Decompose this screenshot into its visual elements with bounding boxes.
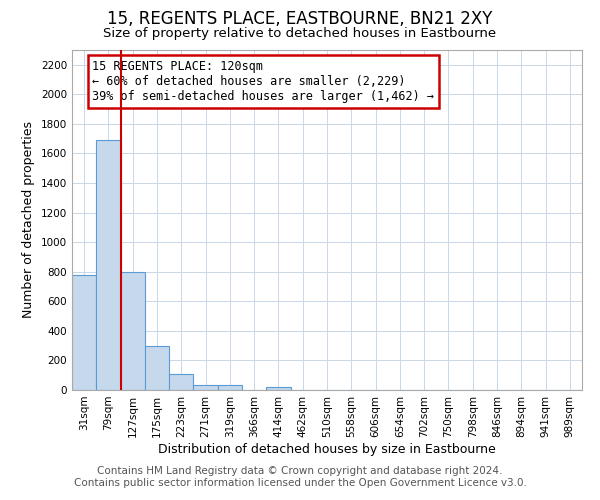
Y-axis label: Number of detached properties: Number of detached properties [22,122,35,318]
Bar [218,385,242,390]
Text: Contains HM Land Registry data © Crown copyright and database right 2024.: Contains HM Land Registry data © Crown c… [97,466,503,476]
Bar [96,140,121,390]
Text: Size of property relative to detached houses in Eastbourne: Size of property relative to detached ho… [103,28,497,40]
Text: 15 REGENTS PLACE: 120sqm
← 60% of detached houses are smaller (2,229)
39% of sem: 15 REGENTS PLACE: 120sqm ← 60% of detach… [92,60,434,103]
Text: Contains public sector information licensed under the Open Government Licence v3: Contains public sector information licen… [74,478,526,488]
Text: 15, REGENTS PLACE, EASTBOURNE, BN21 2XY: 15, REGENTS PLACE, EASTBOURNE, BN21 2XY [107,10,493,28]
Bar [266,387,290,390]
Bar [145,346,169,390]
X-axis label: Distribution of detached houses by size in Eastbourne: Distribution of detached houses by size … [158,442,496,456]
Bar [121,272,145,390]
Bar [193,385,218,390]
Bar [72,274,96,390]
Bar [169,374,193,390]
